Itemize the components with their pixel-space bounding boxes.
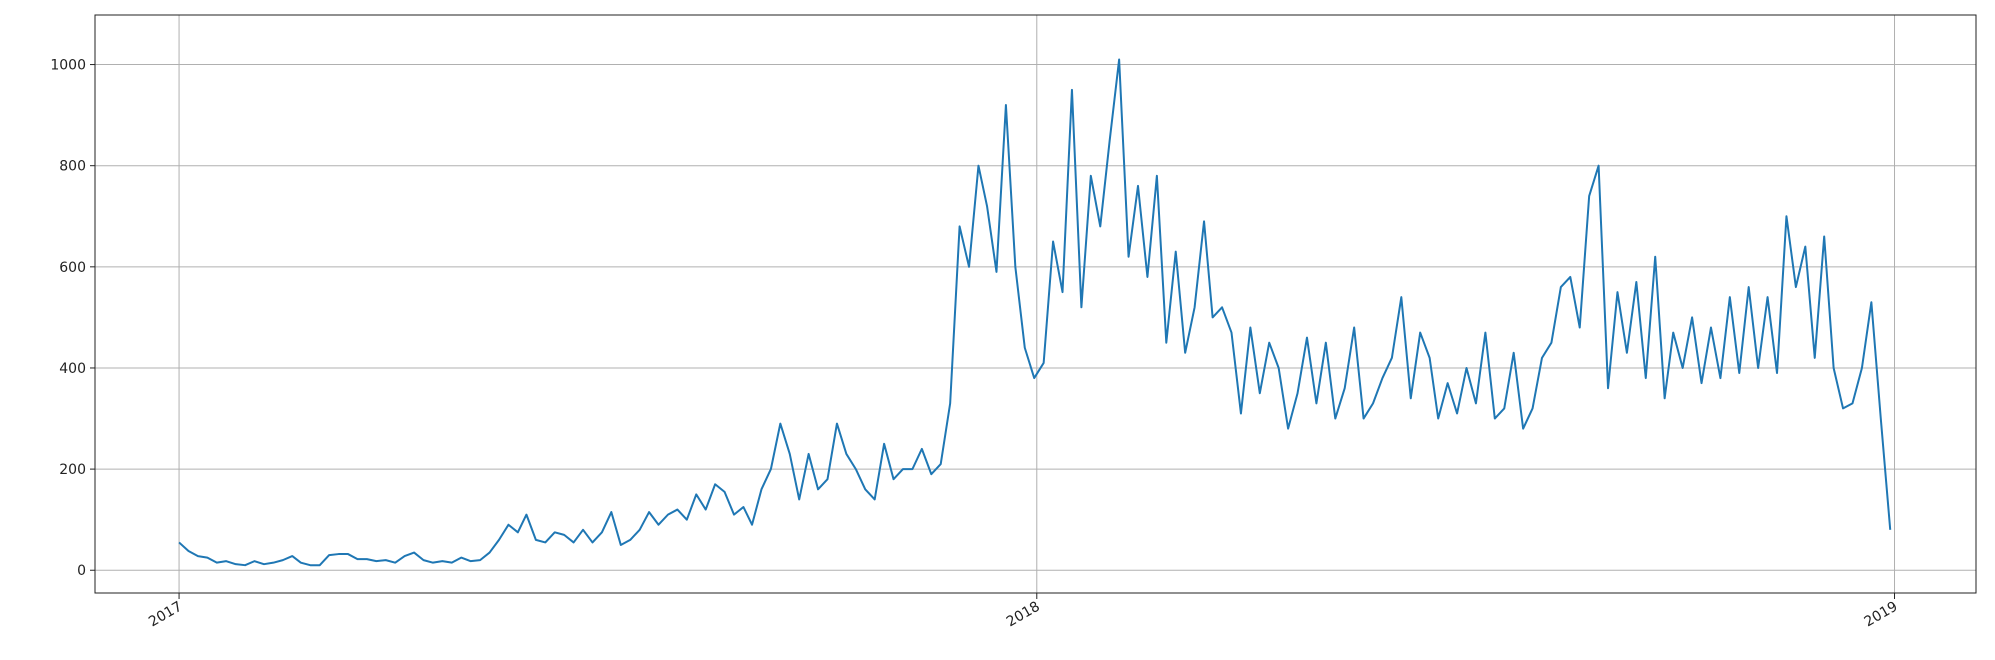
plot-frame — [94, 14, 1977, 594]
x-tick-label: 2017 — [146, 599, 185, 631]
x-tick-label: 2018 — [1004, 599, 1043, 631]
y-tick-label: 1000 — [50, 58, 86, 74]
y-tick-label: 600 — [59, 260, 86, 276]
y-tick-label: 400 — [59, 361, 86, 377]
y-tick-label: 200 — [59, 462, 86, 478]
x-tick-label: 2019 — [1862, 599, 1901, 631]
line — [178, 58, 1892, 567]
y-tick-label: 800 — [59, 159, 86, 175]
y-tick-label: 0 — [77, 563, 86, 579]
